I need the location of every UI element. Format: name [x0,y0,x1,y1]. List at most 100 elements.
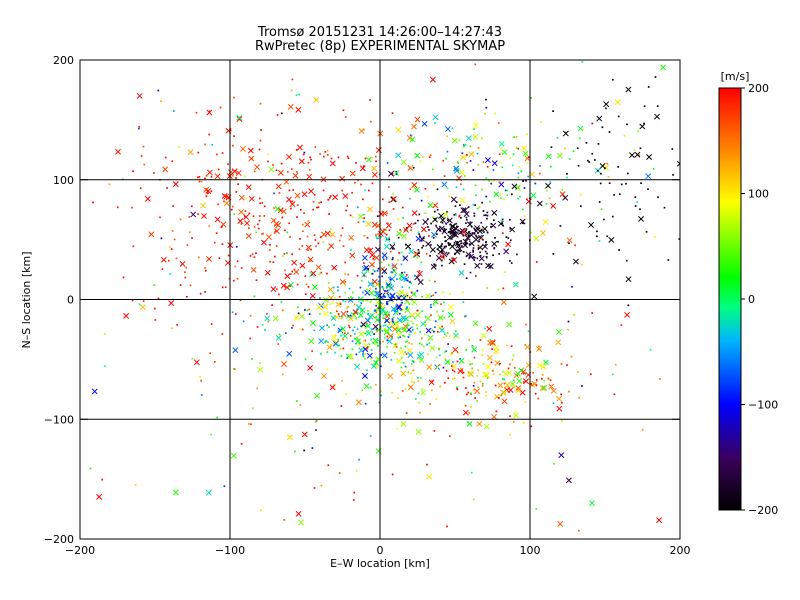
point-dot-1159 [386,212,389,215]
colorbar-tick-label: 200 [748,82,769,95]
point-dot-747 [376,237,379,240]
point-cross-1189 [214,216,221,223]
point-dot-61 [486,231,489,234]
point-dot-441 [410,343,413,345]
point-dot-1944 [256,387,258,390]
point-dot-1278 [401,390,404,392]
point-dot-683 [396,278,398,281]
point-dot-1941 [216,416,218,419]
point-dot-340 [332,286,335,289]
point-dot-1587 [446,187,449,189]
point-dot-1826 [245,197,248,200]
point-cross-1368 [536,362,543,369]
point-dot-697 [399,336,402,338]
point-dot-1887 [380,390,383,393]
point-cross-1880 [624,311,631,318]
point-cross-382 [416,353,423,360]
point-dot-1675 [587,159,589,162]
point-cross-1361 [515,385,522,392]
point-dot-1643 [647,86,650,88]
point-dot-425 [402,334,404,337]
point-dot-526 [444,358,447,360]
point-dot-1170 [273,207,275,209]
point-dot-1892 [623,134,626,137]
point-dot-1791 [611,373,614,376]
point-dot-1805 [400,251,403,254]
point-dot-1287 [509,363,511,366]
point-dot-527 [411,359,414,362]
point-dot-1760 [456,388,459,391]
point-dot-1074 [382,258,385,261]
point-dot-548 [341,329,343,332]
point-dot-1369 [547,377,550,380]
point-dot-1683 [618,249,620,251]
point-cross-1153 [160,256,167,263]
point-dot-1124 [388,201,391,203]
point-cross-988 [308,188,315,195]
point-dot-1380 [503,378,506,381]
point-dot-1067 [319,153,321,155]
point-dot-1659 [550,146,553,149]
point-dot-1856 [396,427,399,430]
point-dot-284 [407,336,410,338]
point-dot-941 [372,257,374,260]
point-dot-910 [342,109,345,112]
point-dot-1732 [179,284,182,286]
point-dot-953 [357,221,360,224]
point-cross-1180 [162,166,169,173]
point-cross-135 [468,240,475,247]
point-dot-1822 [535,261,538,263]
point-cross-452 [358,347,365,354]
point-dot-229 [480,221,483,224]
point-dot-967 [251,253,254,256]
point-dot-161 [444,228,447,231]
point-cross-235 [450,223,456,230]
point-dot-1469 [519,195,521,198]
point-dot-1931 [375,383,377,386]
point-dot-1727 [474,275,477,277]
point-dot-879 [143,163,146,166]
point-cross-854 [270,286,277,293]
point-dot-1913 [633,149,636,151]
point-cross-799 [389,293,396,300]
point-dot-185 [429,244,432,246]
point-dot-218 [480,263,483,265]
point-cross-241 [462,242,469,249]
point-dot-762 [406,229,409,232]
point-cross-978 [172,181,179,188]
point-dot-1535 [546,189,548,192]
point-dot-1835 [362,213,365,216]
point-dot-1525 [527,175,530,178]
point-dot-191 [433,263,435,266]
point-dot-1910 [286,252,289,255]
point-dot-1544 [517,197,519,200]
point-dot-678 [451,361,454,363]
point-dot-852 [341,189,344,192]
point-cross-1417 [400,370,407,377]
point-dot-365 [332,292,335,294]
point-dot-1045 [486,165,489,168]
point-dot-922 [346,155,349,158]
point-dot-484 [367,312,369,315]
point-cross-1566 [458,169,465,176]
point-dot-1560 [517,147,520,150]
point-cross-1446 [468,371,474,378]
point-dot-151 [449,237,452,240]
point-cross-1847 [200,202,207,209]
point-dot-1501 [412,186,415,189]
point-dot-1926 [172,110,175,112]
point-dot-283 [377,339,379,342]
point-dot-1983 [438,348,440,351]
point-dot-1758 [472,384,475,387]
point-cross-1788 [250,266,257,273]
point-dot-564 [430,314,432,316]
point-dot-194 [469,221,472,224]
point-dot-1615 [548,197,551,200]
x-tick-label: −200 [65,544,95,557]
point-dot-1978 [340,405,343,407]
point-cross-1028 [375,147,382,154]
point-cross-1200 [245,184,252,191]
point-cross-292 [264,315,271,322]
point-dot-788 [392,256,394,259]
point-dot-1485 [492,180,495,182]
